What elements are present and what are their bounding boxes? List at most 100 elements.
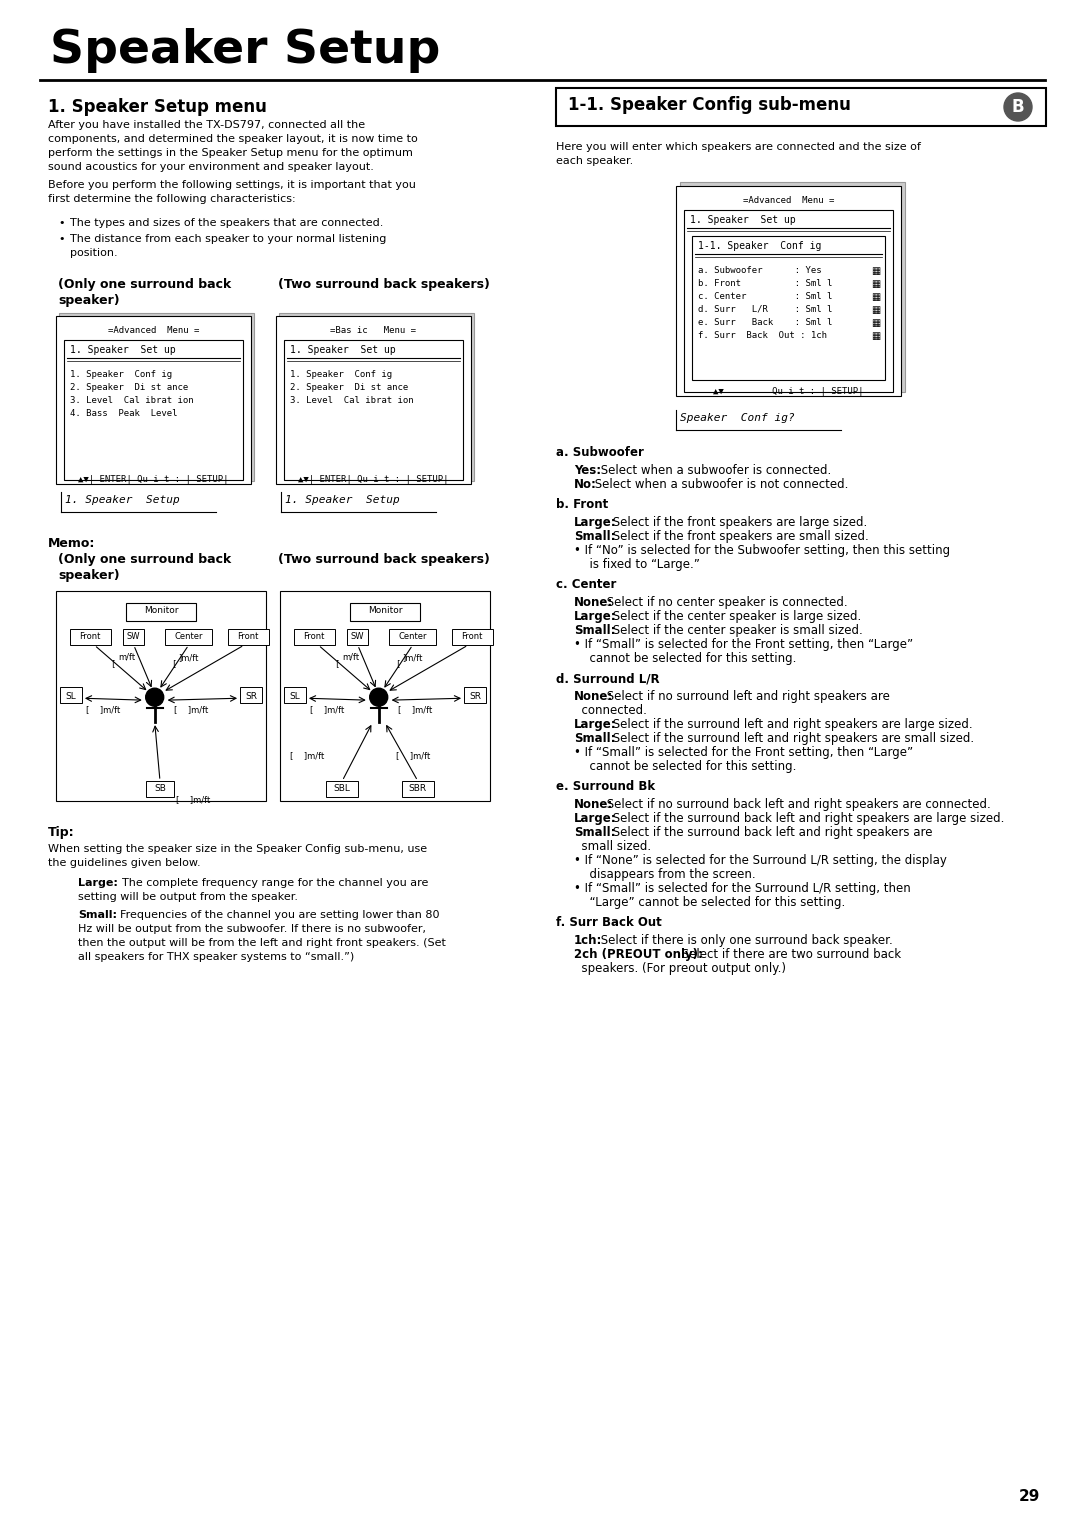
- Text: 3. Level  Cal ibrat ion: 3. Level Cal ibrat ion: [70, 396, 193, 405]
- Text: Tip:: Tip:: [48, 827, 75, 839]
- Text: ▦: ▦: [870, 280, 880, 289]
- Text: f. Surr Back Out: f. Surr Back Out: [556, 915, 662, 929]
- Text: m/ft: m/ft: [342, 652, 360, 662]
- Text: ▲▼         Qu i t : | SETUP|: ▲▼ Qu i t : | SETUP|: [713, 387, 864, 396]
- Text: Small:: Small:: [573, 732, 616, 746]
- Text: first determine the following characteristics:: first determine the following characteri…: [48, 194, 296, 205]
- Bar: [294, 630, 335, 645]
- Text: Memo:: Memo:: [48, 536, 95, 550]
- Text: 2. Speaker  Di st ance: 2. Speaker Di st ance: [70, 384, 188, 393]
- Text: Yes:: Yes:: [573, 465, 602, 477]
- Text: [    ]m/ft: [ ]m/ft: [86, 706, 120, 714]
- Text: Select when a subwoofer is connected.: Select when a subwoofer is connected.: [597, 465, 832, 477]
- Text: ]m/ft: ]m/ft: [403, 652, 423, 662]
- Text: SL: SL: [289, 692, 300, 701]
- Text: • If “Small” is selected for the Front setting, then “Large”: • If “Small” is selected for the Front s…: [573, 639, 913, 651]
- Text: ▦: ▦: [870, 292, 880, 303]
- Text: the guidelines given below.: the guidelines given below.: [48, 859, 201, 868]
- Text: • If “None” is selected for the Surround L/R setting, the display: • If “None” is selected for the Surround…: [573, 854, 947, 866]
- Text: f. Surr  Back  Out : 1ch: f. Surr Back Out : 1ch: [698, 332, 827, 341]
- Text: =Bas ic   Menu =: =Bas ic Menu =: [330, 325, 417, 335]
- Bar: [228, 630, 269, 645]
- Text: Select if the center speaker is small sized.: Select if the center speaker is small si…: [609, 623, 863, 637]
- Text: Speaker  Conf ig?: Speaker Conf ig?: [680, 413, 795, 423]
- Text: d. Surr   L/R     : Sml l: d. Surr L/R : Sml l: [698, 306, 833, 313]
- Bar: [347, 630, 368, 645]
- Bar: [326, 781, 359, 798]
- Bar: [60, 688, 82, 703]
- Text: 4. Bass  Peak  Level: 4. Bass Peak Level: [70, 410, 177, 419]
- Text: The types and sizes of the speakers that are connected.: The types and sizes of the speakers that…: [70, 219, 383, 228]
- Text: small sized.: small sized.: [573, 840, 651, 853]
- Text: Front: Front: [238, 633, 259, 642]
- Text: e. Surr   Back    : Sml l: e. Surr Back : Sml l: [698, 318, 833, 327]
- Bar: [284, 688, 306, 703]
- Text: When setting the speaker size in the Speaker Config sub-menu, use: When setting the speaker size in the Spe…: [48, 843, 427, 854]
- Text: a. Subwoofer: a. Subwoofer: [556, 446, 644, 458]
- Text: SL: SL: [66, 692, 77, 701]
- Text: Small:: Small:: [573, 827, 616, 839]
- Text: each speaker.: each speaker.: [556, 156, 633, 167]
- Text: d. Surround L/R: d. Surround L/R: [556, 672, 660, 685]
- Text: (Two surround back speakers): (Two surround back speakers): [278, 278, 490, 290]
- Text: 1. Speaker  Set up: 1. Speaker Set up: [291, 345, 395, 354]
- Bar: [402, 781, 434, 798]
- Text: Here you will enter which speakers are connected and the size of: Here you will enter which speakers are c…: [556, 142, 921, 151]
- Text: SW: SW: [351, 633, 364, 642]
- Bar: [70, 630, 110, 645]
- Text: None:: None:: [573, 596, 613, 610]
- Text: [: [: [395, 659, 410, 668]
- Bar: [280, 591, 490, 801]
- Circle shape: [369, 688, 388, 706]
- Text: sound acoustics for your environment and speaker layout.: sound acoustics for your environment and…: [48, 162, 374, 173]
- Bar: [279, 313, 474, 481]
- Text: SW: SW: [127, 633, 140, 642]
- Text: (Two surround back speakers): (Two surround back speakers): [278, 553, 490, 565]
- Text: Large:: Large:: [573, 811, 617, 825]
- Bar: [64, 341, 243, 480]
- Text: connected.: connected.: [573, 704, 647, 717]
- Text: The distance from each speaker to your normal listening: The distance from each speaker to your n…: [70, 234, 387, 244]
- Text: components, and determined the speaker layout, it is now time to: components, and determined the speaker l…: [48, 134, 418, 144]
- Text: •: •: [58, 234, 65, 244]
- Text: [    ]m/ft: [ ]m/ft: [176, 795, 211, 804]
- Bar: [59, 313, 254, 481]
- Bar: [146, 781, 174, 798]
- Text: cannot be selected for this setting.: cannot be selected for this setting.: [582, 759, 796, 773]
- Text: The complete frequency range for the channel you are: The complete frequency range for the cha…: [122, 879, 429, 888]
- Text: Select if the surround back left and right speakers are large sized.: Select if the surround back left and rig…: [609, 811, 1004, 825]
- Text: Small:: Small:: [573, 623, 616, 637]
- Text: 1. Speaker  Set up: 1. Speaker Set up: [690, 215, 796, 225]
- Bar: [126, 604, 195, 620]
- Text: Center: Center: [175, 633, 203, 642]
- Text: SBL: SBL: [334, 784, 351, 793]
- Text: B: B: [1012, 98, 1024, 116]
- Text: • If “Small” is selected for the Surround L/R setting, then: • If “Small” is selected for the Surroun…: [573, 882, 910, 895]
- Bar: [684, 209, 893, 393]
- Bar: [389, 630, 436, 645]
- Text: SB: SB: [154, 784, 166, 793]
- Text: 1. Speaker  Set up: 1. Speaker Set up: [70, 345, 176, 354]
- Text: Frequencies of the channel you are setting lower than 80: Frequencies of the channel you are setti…: [120, 911, 440, 920]
- Text: [    ]m/ft: [ ]m/ft: [397, 706, 432, 714]
- Text: ▦: ▦: [870, 318, 880, 329]
- Text: SR: SR: [469, 692, 481, 701]
- Bar: [350, 604, 420, 620]
- Text: Front: Front: [303, 633, 325, 642]
- Text: None:: None:: [573, 798, 613, 811]
- Text: Large:: Large:: [573, 610, 617, 623]
- Text: • If “No” is selected for the Subwoofer setting, then this setting: • If “No” is selected for the Subwoofer …: [573, 544, 950, 558]
- Text: Front: Front: [80, 633, 100, 642]
- Text: 3. Level  Cal ibrat ion: 3. Level Cal ibrat ion: [291, 396, 414, 405]
- Text: [: [: [111, 659, 121, 668]
- Text: Center: Center: [399, 633, 427, 642]
- Bar: [240, 688, 262, 703]
- Text: Large:: Large:: [573, 516, 617, 529]
- Text: SR: SR: [245, 692, 257, 701]
- Text: [: [: [172, 659, 187, 668]
- Text: 2. Speaker  Di st ance: 2. Speaker Di st ance: [291, 384, 408, 393]
- Text: =Advanced  Menu =: =Advanced Menu =: [108, 325, 199, 335]
- Text: ]m/ft: ]m/ft: [178, 652, 199, 662]
- Text: 1. Speaker Setup menu: 1. Speaker Setup menu: [48, 98, 267, 116]
- Text: e. Surround Bk: e. Surround Bk: [556, 779, 656, 793]
